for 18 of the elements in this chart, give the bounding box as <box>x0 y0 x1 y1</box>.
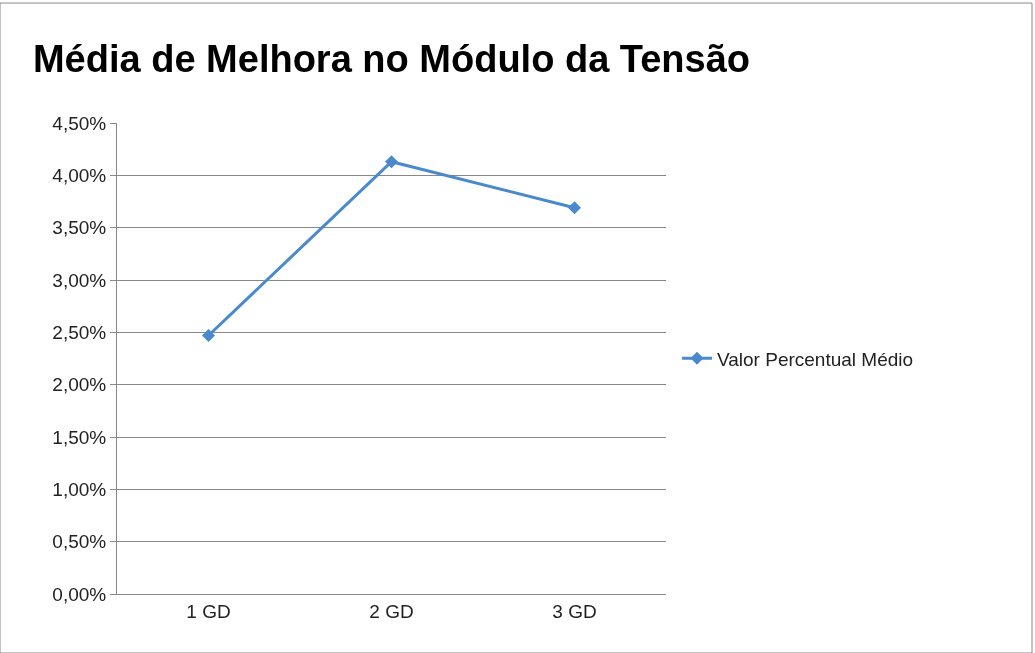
point <box>385 155 398 169</box>
y-tick-label: 2,50% <box>52 321 107 343</box>
y-tick-label: 1,00% <box>52 478 107 500</box>
y-tick-label: 2,00% <box>52 374 107 396</box>
x-tick-label: 2 GD <box>369 600 414 622</box>
y-tick-label: 0,50% <box>52 531 107 553</box>
y-tick-label: 3,50% <box>52 217 107 239</box>
legend-label: Valor Percentual Médio <box>716 348 914 370</box>
x-tick-label: 1 GD <box>186 600 231 622</box>
point <box>202 328 215 342</box>
y-tick-label: 1,50% <box>52 426 107 448</box>
y-tick-label: 3,00% <box>52 269 107 291</box>
chart-title: Média de Melhora no Módulo da Tensão <box>32 38 751 81</box>
y-tick-label: 4,00% <box>52 164 107 186</box>
y-tick-label: 4,50% <box>52 112 107 134</box>
point <box>568 201 581 215</box>
y-tick-label: 0,00% <box>52 583 107 605</box>
x-tick-label: 3 GD <box>552 600 597 622</box>
